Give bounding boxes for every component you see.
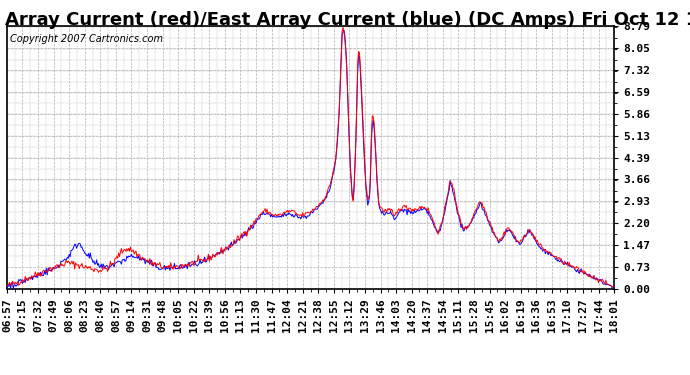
Text: Copyright 2007 Cartronics.com: Copyright 2007 Cartronics.com bbox=[10, 34, 163, 44]
Text: West Array Current (red)/East Array Current (blue) (DC Amps) Fri Oct 12 18:15: West Array Current (red)/East Array Curr… bbox=[0, 11, 690, 29]
